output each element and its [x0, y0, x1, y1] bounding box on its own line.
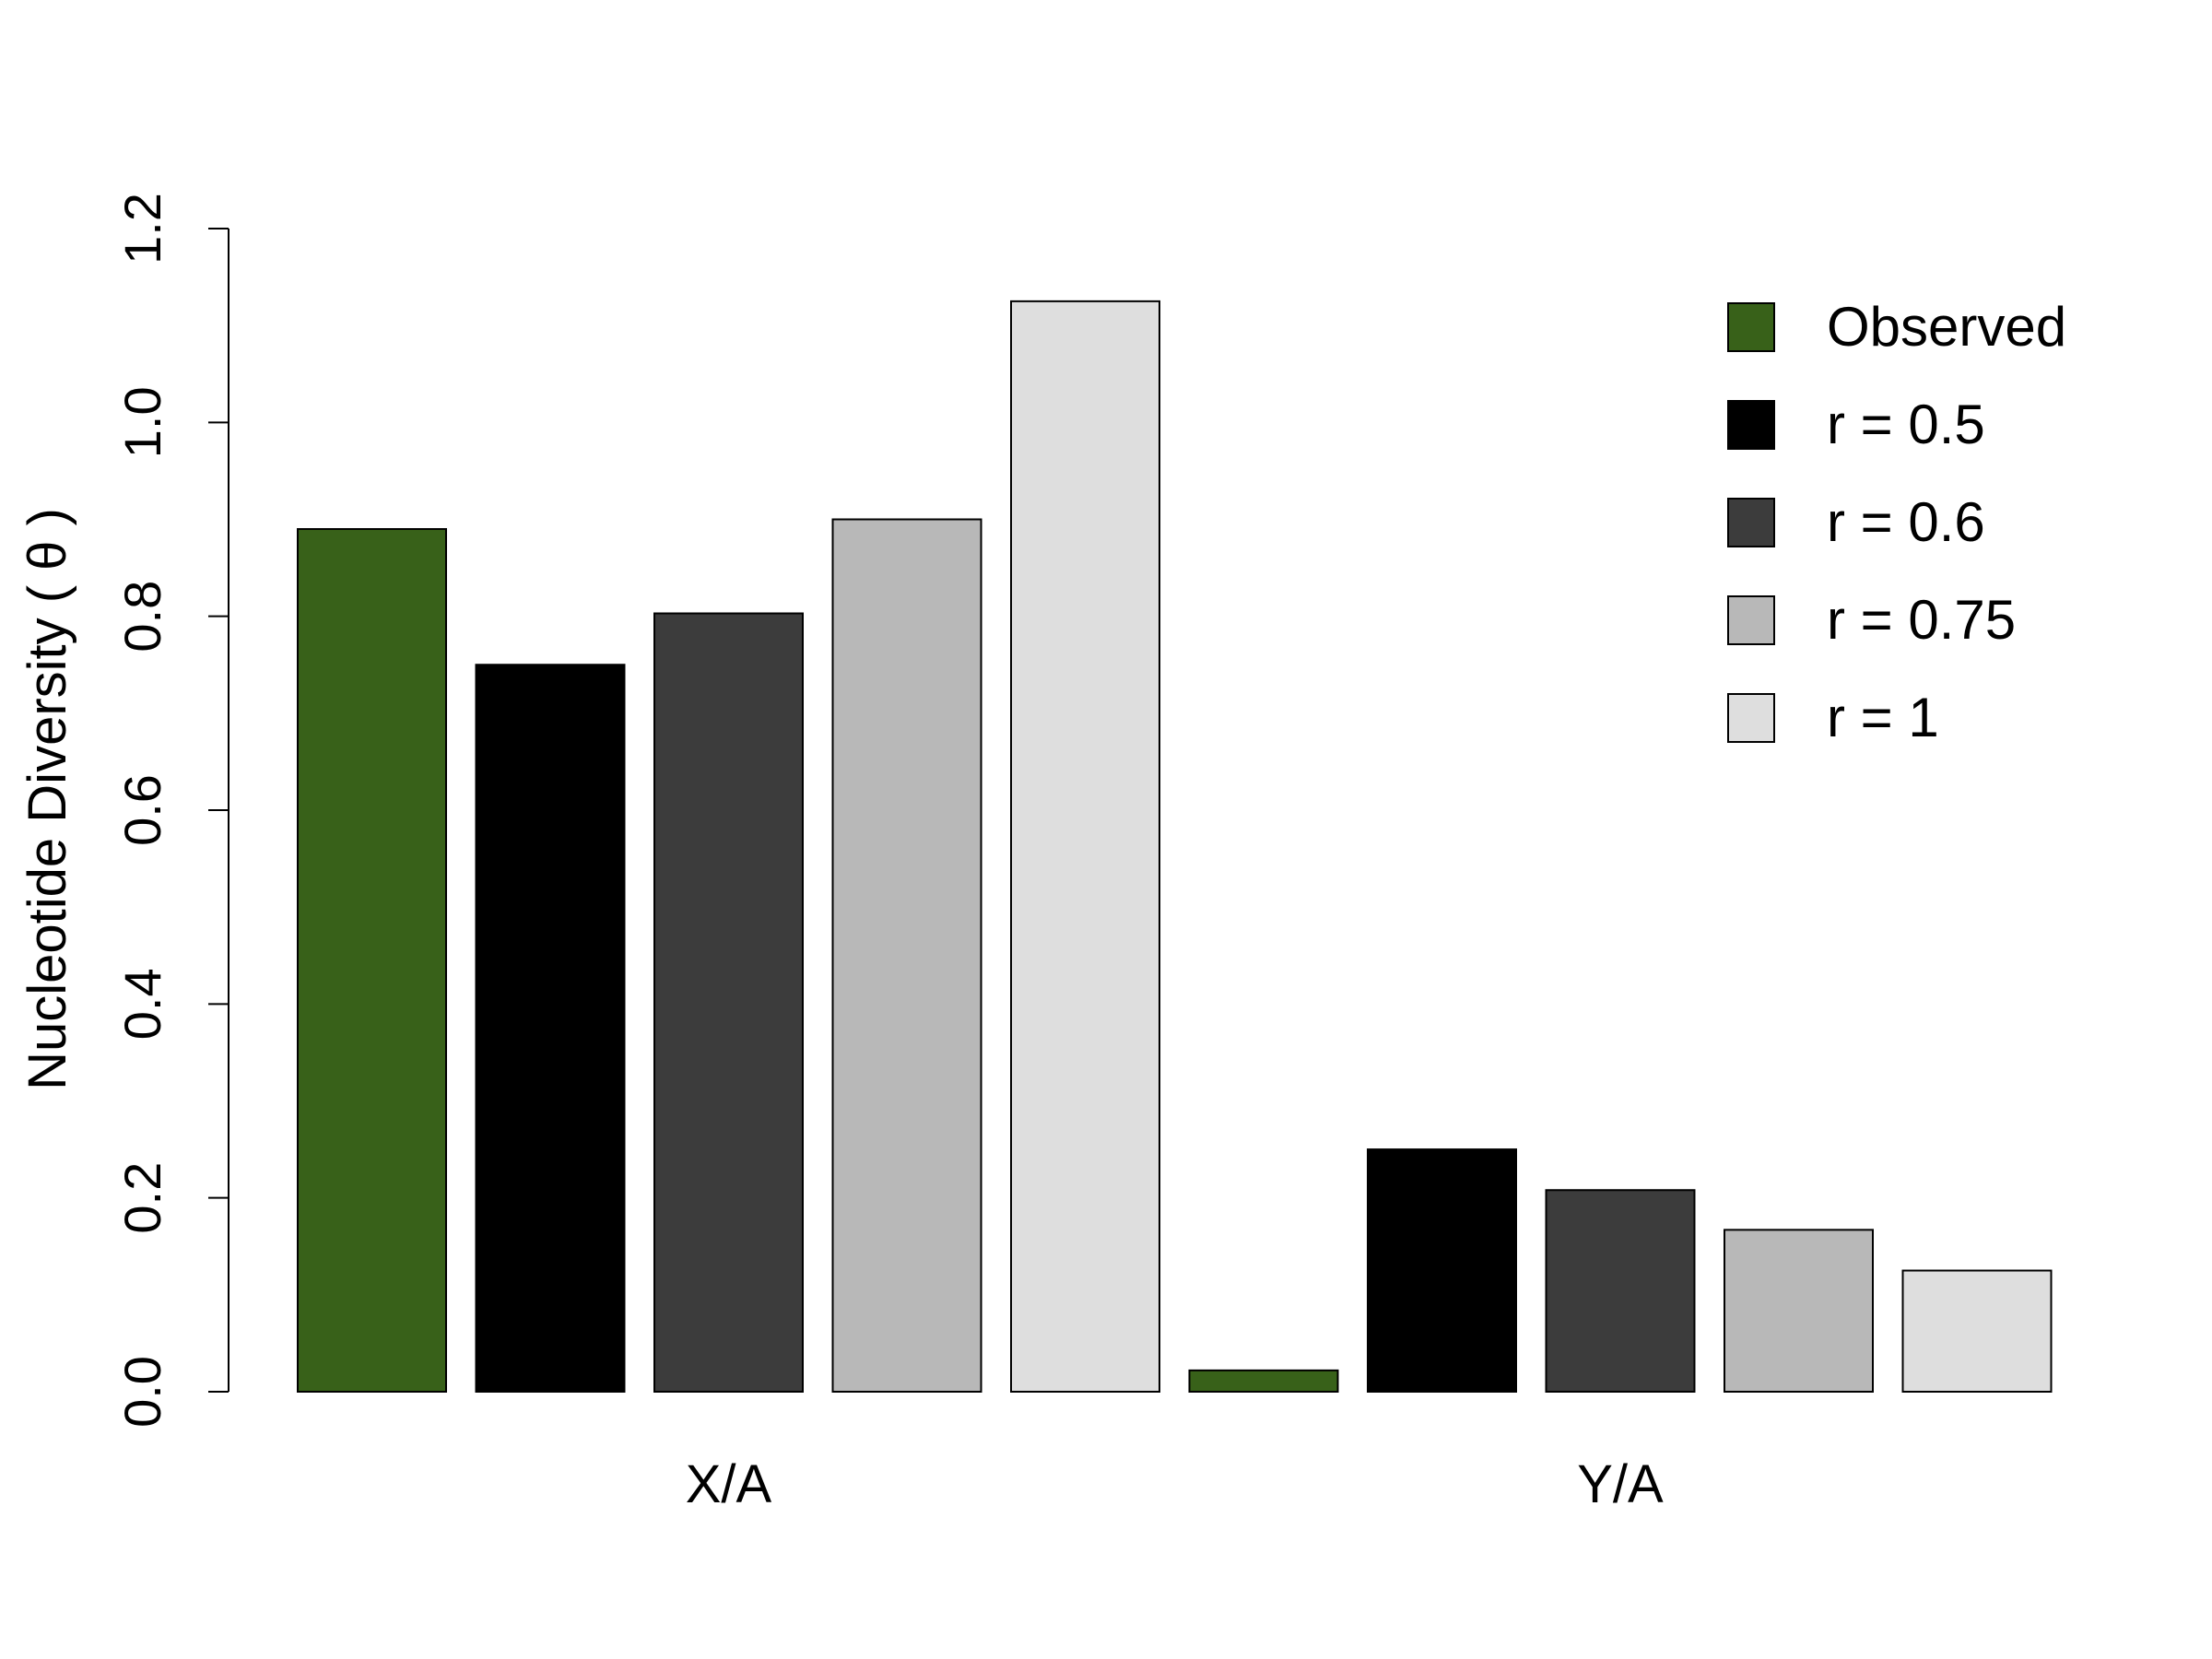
y-tick-label: 0.6 — [113, 774, 171, 846]
bar-x-a-r-0-75 — [831, 518, 982, 1393]
y-tick-label: 1.0 — [113, 386, 171, 458]
x-axis-category-labels: X/A Y/A — [686, 1454, 1664, 1514]
x-category-label: Y/A — [1577, 1454, 1664, 1514]
legend-swatch — [1727, 498, 1775, 547]
legend-label: r = 0.75 — [1827, 589, 2016, 651]
y-tick-label: 1.2 — [113, 193, 171, 265]
bars — [297, 300, 2053, 1394]
bar-y-a-observed — [1188, 1369, 1339, 1393]
bar-x-a-r-0-6 — [653, 612, 804, 1393]
legend-swatch — [1727, 595, 1775, 645]
legend-label: r = 1 — [1827, 687, 1939, 748]
bar-x-a-r-0-5 — [475, 664, 626, 1393]
bar-y-a-r-0-75 — [1724, 1229, 1874, 1394]
bar-y-a-r-0-5 — [1367, 1148, 1517, 1394]
y-axis: 0.0 0.2 0.4 0.6 0.8 1.0 1.2 — [113, 193, 229, 1428]
legend-swatch — [1727, 693, 1775, 743]
legend-label: Observed — [1827, 296, 2066, 358]
legend: Observed r = 0.5 r = 0.6 r = 0.75 r = 1 — [1727, 296, 2066, 748]
y-tick-label: 0.4 — [113, 968, 171, 1040]
bar-y-a-r-0-6 — [1545, 1189, 1696, 1393]
y-tick-label: 0.0 — [113, 1356, 171, 1428]
y-axis-label: Nucleotide Diversity ( θ ) — [18, 508, 77, 1090]
bar-x-a-r-1 — [1010, 300, 1160, 1393]
bar-x-a-observed — [297, 528, 447, 1393]
legend-label: r = 0.6 — [1827, 491, 1985, 553]
legend-label: r = 0.5 — [1827, 394, 1985, 455]
y-tick-label: 0.2 — [113, 1162, 171, 1234]
legend-swatch — [1727, 302, 1775, 352]
bar-y-a-r-1 — [1901, 1269, 2053, 1393]
y-tick-label: 0.8 — [113, 581, 171, 653]
legend-swatch — [1727, 400, 1775, 450]
x-category-label: X/A — [686, 1454, 772, 1514]
